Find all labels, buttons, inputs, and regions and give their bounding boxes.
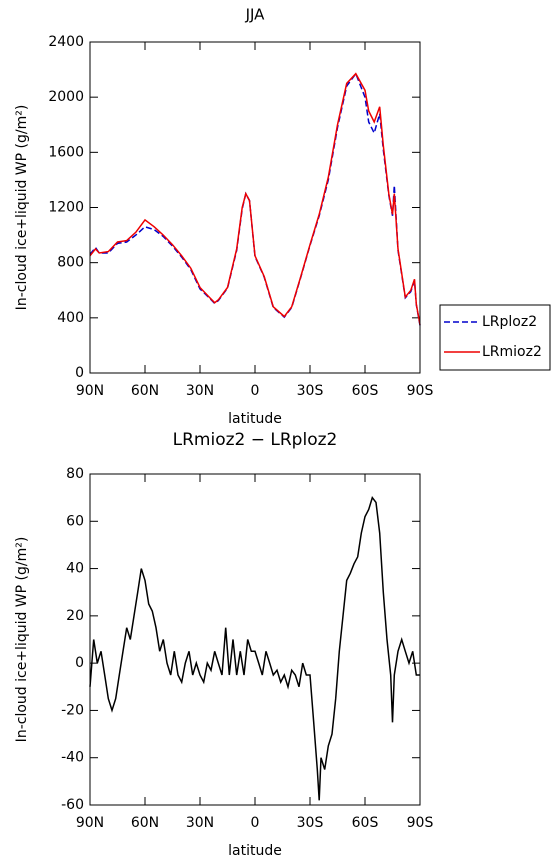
x-tick-label: 60S [352,815,379,831]
y-tick-label: 1600 [48,144,84,160]
y-tick-label: 1200 [48,200,84,216]
data-line [89,72,421,326]
y-axis-label: In-cloud ice+liquid WP (g/m²) [14,105,30,311]
legend-label: LRploz2 [482,314,537,330]
y-tick-label: 0 [75,365,84,381]
x-tick-label: 60N [131,815,159,831]
y-tick-label: -40 [61,750,84,766]
plot-frame [89,473,421,806]
y-tick-label: 0 [75,655,84,671]
data-line [89,72,421,325]
chart-title: LRmioz2 − LRploz2 [173,430,338,450]
x-tick-label: 90S [407,815,434,831]
y-tick-label: 80 [66,466,84,482]
x-tick-label: 90S [407,383,434,399]
x-tick-label: 30N [186,815,214,831]
x-tick-label: 60S [352,383,379,399]
x-tick-label: 30S [297,383,324,399]
x-axis-label: latitude [228,843,282,859]
y-tick-label: 2400 [48,34,84,50]
x-tick-label: 60N [131,383,159,399]
chart-title: JJA [245,6,266,24]
y-tick-label: -20 [61,702,84,718]
x-tick-label: 0 [251,383,260,399]
y-tick-label: 20 [66,608,84,624]
y-tick-label: 800 [57,255,84,271]
x-tick-label: 0 [251,815,260,831]
y-tick-label: 60 [66,513,84,529]
y-tick-label: 40 [66,561,84,577]
data-line [89,495,420,801]
legend-label: LRmioz2 [482,344,542,360]
y-tick-label: -60 [61,797,84,813]
x-tick-label: 90N [76,383,104,399]
y-tick-label: 2000 [48,89,84,105]
y-axis-label: In-cloud ice+liquid WP (g/m²) [14,537,30,743]
x-tick-label: 30N [186,383,214,399]
x-tick-label: 90N [76,815,104,831]
legend-box [439,304,551,371]
x-axis-label: latitude [228,411,282,427]
plot-frame [89,41,421,374]
x-tick-label: 30S [297,815,324,831]
y-tick-label: 400 [57,310,84,326]
